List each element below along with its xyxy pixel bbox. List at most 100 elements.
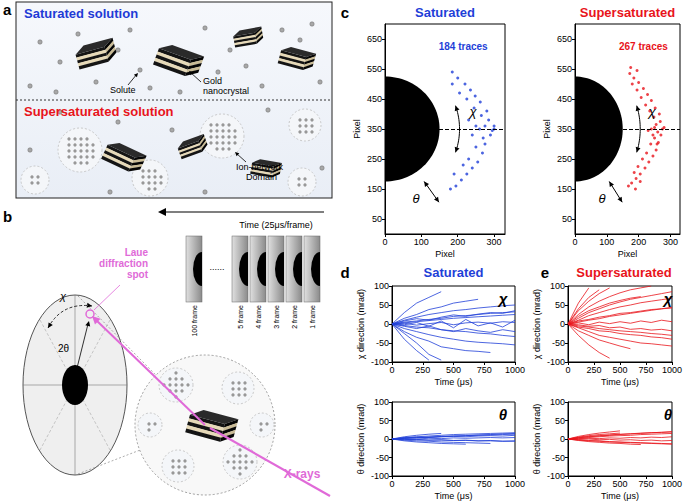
svg-text:-50: -50 (552, 338, 565, 348)
svg-text:250: 250 (586, 479, 601, 489)
svg-text:Supersaturated: Supersaturated (580, 5, 675, 20)
svg-text:nanocrystal: nanocrystal (203, 86, 249, 96)
svg-text:χ: χ (647, 104, 656, 119)
svg-text:diffraction: diffraction (99, 258, 148, 269)
svg-text:spot: spot (127, 269, 149, 280)
svg-text:184 traces: 184 traces (439, 41, 488, 52)
svg-text:100: 100 (550, 397, 565, 407)
svg-text:750: 750 (477, 365, 492, 375)
svg-text:a: a (3, 1, 12, 18)
svg-text:Laue: Laue (125, 247, 149, 258)
svg-text:-100: -100 (547, 471, 565, 481)
svg-text:θ: θ (499, 406, 508, 423)
svg-text:150: 150 (367, 184, 382, 194)
svg-text:3 frame: 3 frame (273, 305, 280, 329)
svg-text:100: 100 (550, 281, 565, 291)
svg-text:100: 100 (374, 281, 389, 291)
svg-text:1000: 1000 (505, 479, 525, 489)
svg-text:e: e (541, 264, 549, 281)
svg-text:450: 450 (367, 94, 382, 104)
svg-text:c: c (341, 4, 349, 21)
svg-text:200: 200 (631, 237, 646, 247)
svg-text:267 traces: 267 traces (619, 41, 668, 52)
svg-text:500: 500 (446, 365, 461, 375)
svg-text:b: b (3, 208, 12, 225)
svg-text:50: 50 (379, 300, 389, 310)
svg-text:750: 750 (638, 365, 653, 375)
svg-text:5 frame: 5 frame (237, 305, 244, 329)
svg-text:Time (μs): Time (μs) (601, 491, 639, 501)
svg-text:250: 250 (586, 365, 601, 375)
svg-text:250: 250 (415, 479, 430, 489)
svg-text:Pixel: Pixel (618, 249, 638, 259)
svg-text:Time (μs): Time (μs) (435, 491, 473, 501)
svg-text:1000: 1000 (505, 365, 525, 375)
svg-text:650: 650 (557, 34, 572, 44)
svg-text:1 frame: 1 frame (309, 305, 316, 329)
svg-text:0: 0 (565, 479, 570, 489)
svg-text:Supersaturated solution: Supersaturated solution (24, 104, 174, 119)
svg-text:500: 500 (612, 479, 627, 489)
svg-text:450: 450 (557, 94, 572, 104)
svg-text:2 frame: 2 frame (291, 305, 298, 329)
svg-text:X-rays: X-rays (284, 467, 321, 481)
svg-text:Saturated: Saturated (415, 5, 475, 20)
svg-text:500: 500 (446, 479, 461, 489)
svg-text:200: 200 (450, 237, 465, 247)
svg-text:0: 0 (382, 237, 387, 247)
svg-text:Domain: Domain (246, 172, 277, 182)
svg-text:Time (μs): Time (μs) (435, 377, 473, 387)
svg-text:250: 250 (557, 154, 572, 164)
svg-text:Pixel: Pixel (435, 249, 455, 259)
svg-text:χ direction (mrad): χ direction (mrad) (356, 289, 366, 359)
svg-text:100: 100 (414, 237, 429, 247)
svg-text:350: 350 (557, 124, 572, 134)
svg-text:500: 500 (612, 365, 627, 375)
svg-text:χ direction (mrad): χ direction (mrad) (532, 289, 542, 359)
svg-text:-50: -50 (376, 453, 389, 463)
svg-text:250: 250 (415, 365, 430, 375)
svg-text:θ: θ (412, 191, 419, 206)
svg-text:......: ...... (209, 262, 224, 272)
svg-text:50: 50 (379, 416, 389, 426)
svg-text:0: 0 (389, 479, 394, 489)
svg-text:-100: -100 (371, 471, 389, 481)
svg-text:300: 300 (487, 237, 502, 247)
svg-text:0: 0 (560, 319, 565, 329)
svg-text:Pixel: Pixel (352, 119, 362, 139)
svg-text:Time (μs): Time (μs) (601, 377, 639, 387)
svg-text:150: 150 (557, 184, 572, 194)
svg-text:0: 0 (572, 237, 577, 247)
svg-text:650: 650 (367, 34, 382, 44)
svg-text:χ: χ (497, 290, 509, 307)
svg-text:750: 750 (477, 479, 492, 489)
svg-text:0: 0 (384, 319, 389, 329)
svg-text:Time (25μs/frame): Time (25μs/frame) (239, 220, 312, 230)
svg-text:Saturated solution: Saturated solution (24, 6, 138, 21)
svg-text:100: 100 (374, 397, 389, 407)
svg-text:2θ: 2θ (58, 343, 70, 354)
svg-text:-50: -50 (552, 453, 565, 463)
svg-text:50: 50 (555, 300, 565, 310)
svg-text:0: 0 (384, 434, 389, 444)
svg-text:1000: 1000 (662, 365, 682, 375)
svg-text:750: 750 (638, 479, 653, 489)
svg-text:0: 0 (560, 434, 565, 444)
svg-text:350: 350 (367, 124, 382, 134)
svg-text:Supersaturated: Supersaturated (576, 265, 671, 280)
svg-text:50: 50 (562, 214, 572, 224)
svg-text:300: 300 (663, 237, 678, 247)
svg-text:θ direction (mrad): θ direction (mrad) (532, 404, 542, 475)
svg-text:Ion-network: Ion-network (236, 162, 284, 172)
svg-text:-100: -100 (547, 357, 565, 367)
svg-text:-100: -100 (371, 357, 389, 367)
svg-text:550: 550 (367, 64, 382, 74)
svg-text:Pixel: Pixel (542, 119, 552, 139)
svg-text:0: 0 (389, 365, 394, 375)
svg-text:χ: χ (468, 104, 477, 119)
svg-text:χ: χ (662, 290, 674, 307)
svg-text:550: 550 (557, 64, 572, 74)
svg-text:-50: -50 (376, 338, 389, 348)
svg-text:100: 100 (599, 237, 614, 247)
svg-text:d: d (340, 264, 349, 281)
